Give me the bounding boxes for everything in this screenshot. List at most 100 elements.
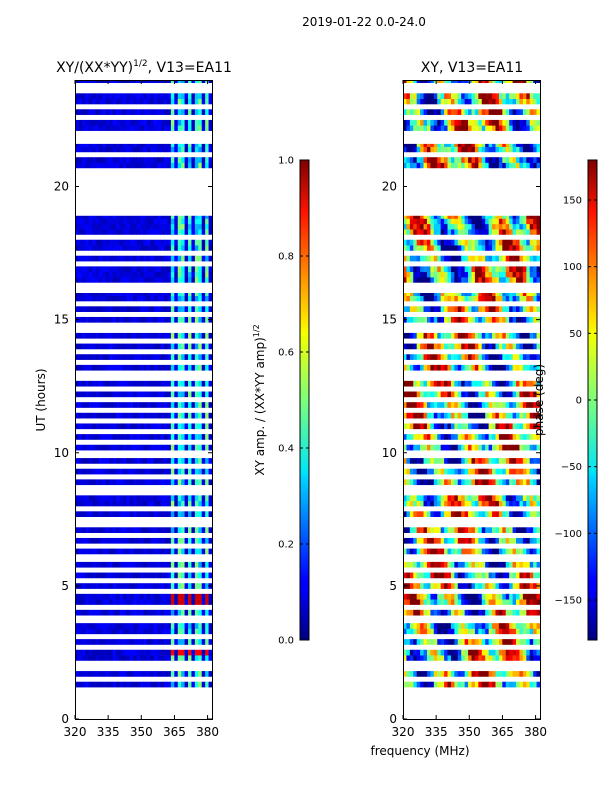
heatmap-cell	[160, 649, 165, 656]
heatmap-cell	[406, 537, 411, 544]
heatmap-cell	[153, 143, 158, 147]
heatmap-cell	[177, 572, 182, 579]
heatmap-cell	[102, 245, 107, 251]
heatmap-cell	[416, 293, 421, 297]
heatmap-cell	[136, 548, 141, 555]
heatmap-cell	[143, 119, 148, 126]
heatmap-cell	[495, 548, 500, 555]
heatmap-cell	[409, 93, 414, 99]
heatmap-cell	[512, 628, 517, 635]
heatmap-cell	[81, 295, 86, 302]
heatmap-cell	[140, 295, 144, 302]
heatmap-cell	[177, 271, 182, 278]
heatmap-cell	[157, 444, 161, 451]
heatmap-cell	[522, 423, 527, 430]
heatmap-cell	[423, 402, 428, 408]
heatmap-cell	[129, 649, 134, 656]
heatmap-cell	[208, 266, 213, 273]
heatmap-cell	[92, 468, 96, 475]
heatmap-cell	[122, 655, 127, 661]
x-tick-label: 380	[524, 725, 547, 739]
heatmap-cell	[75, 293, 79, 297]
heatmap-cell	[143, 479, 148, 486]
heatmap-cell	[512, 609, 517, 616]
heatmap-cell	[536, 444, 541, 451]
heatmap-cell	[116, 423, 120, 430]
heatmap-cell	[105, 434, 110, 440]
heatmap-cell	[188, 306, 192, 312]
heatmap-cell	[519, 343, 524, 350]
heatmap-cell	[201, 293, 206, 297]
heatmap-cell	[157, 681, 161, 688]
heatmap-cell	[92, 277, 96, 283]
heatmap-cell	[526, 162, 531, 169]
heatmap-cell	[444, 277, 448, 283]
heatmap-cell	[495, 316, 500, 323]
heatmap-cell	[502, 527, 507, 533]
heatmap-cell	[468, 295, 472, 302]
heatmap-cell	[406, 402, 411, 408]
heatmap-cell	[129, 364, 134, 371]
heatmap-cell	[485, 293, 489, 297]
heatmap-cell	[474, 364, 479, 371]
heatmap-cell	[78, 316, 83, 323]
heatmap-cell	[81, 343, 86, 350]
heatmap-cell	[201, 306, 206, 312]
heatmap-cell	[194, 649, 199, 656]
heatmap-cell	[433, 623, 438, 629]
heatmap-cell	[170, 93, 175, 99]
heatmap-cell	[167, 295, 172, 302]
heatmap-cell	[88, 146, 93, 153]
heatmap-cell	[188, 458, 192, 464]
heatmap-cell	[447, 271, 452, 278]
heatmap-cell	[164, 143, 168, 147]
heatmap-cell	[522, 343, 527, 350]
heatmap-cell	[478, 572, 483, 579]
heatmap-cell	[474, 444, 479, 451]
heatmap-cell	[420, 255, 424, 262]
heatmap-cell	[498, 639, 503, 645]
heatmap-cell	[184, 639, 189, 645]
heatmap-cell	[505, 332, 510, 339]
heatmap-cell	[122, 223, 127, 230]
heatmap-cell	[88, 609, 93, 616]
heatmap-cell	[403, 98, 407, 105]
heatmap-cell	[129, 93, 134, 99]
heatmap-cell	[174, 412, 179, 419]
heatmap-cell	[502, 655, 507, 661]
heatmap-cell	[102, 479, 107, 486]
heatmap-cell	[403, 561, 407, 568]
heatmap-cell	[112, 364, 117, 371]
heatmap-cell	[146, 468, 151, 475]
heatmap-cell	[191, 402, 196, 408]
heatmap-cell	[481, 671, 486, 677]
heatmap-cell	[509, 125, 513, 131]
heatmap-cell	[208, 671, 213, 677]
heatmap-cell	[450, 479, 455, 486]
heatmap-cell	[529, 306, 534, 312]
heatmap-cell	[450, 444, 455, 451]
heatmap-cell	[437, 332, 442, 339]
heatmap-cell	[461, 215, 465, 219]
heatmap-cell	[512, 266, 517, 273]
heatmap-cell	[164, 119, 168, 126]
heatmap-cell	[512, 423, 517, 430]
heatmap-cell	[457, 391, 462, 398]
heatmap-cell	[177, 423, 182, 430]
heatmap-cell	[447, 306, 452, 312]
heatmap-cell	[78, 548, 83, 555]
heatmap-cell	[478, 125, 483, 131]
heatmap-cell	[143, 423, 148, 430]
heatmap-cell	[98, 266, 103, 273]
heatmap-cell	[529, 98, 534, 105]
heatmap-cell	[167, 162, 172, 169]
heatmap-cell	[416, 609, 421, 616]
heatmap-cell	[208, 537, 213, 544]
heatmap-cell	[184, 218, 189, 225]
heatmap-cell	[413, 628, 418, 635]
heatmap-cell	[177, 402, 182, 408]
heatmap-cell	[188, 671, 192, 677]
heatmap-cell	[98, 444, 103, 451]
heatmap-cell	[403, 412, 407, 419]
